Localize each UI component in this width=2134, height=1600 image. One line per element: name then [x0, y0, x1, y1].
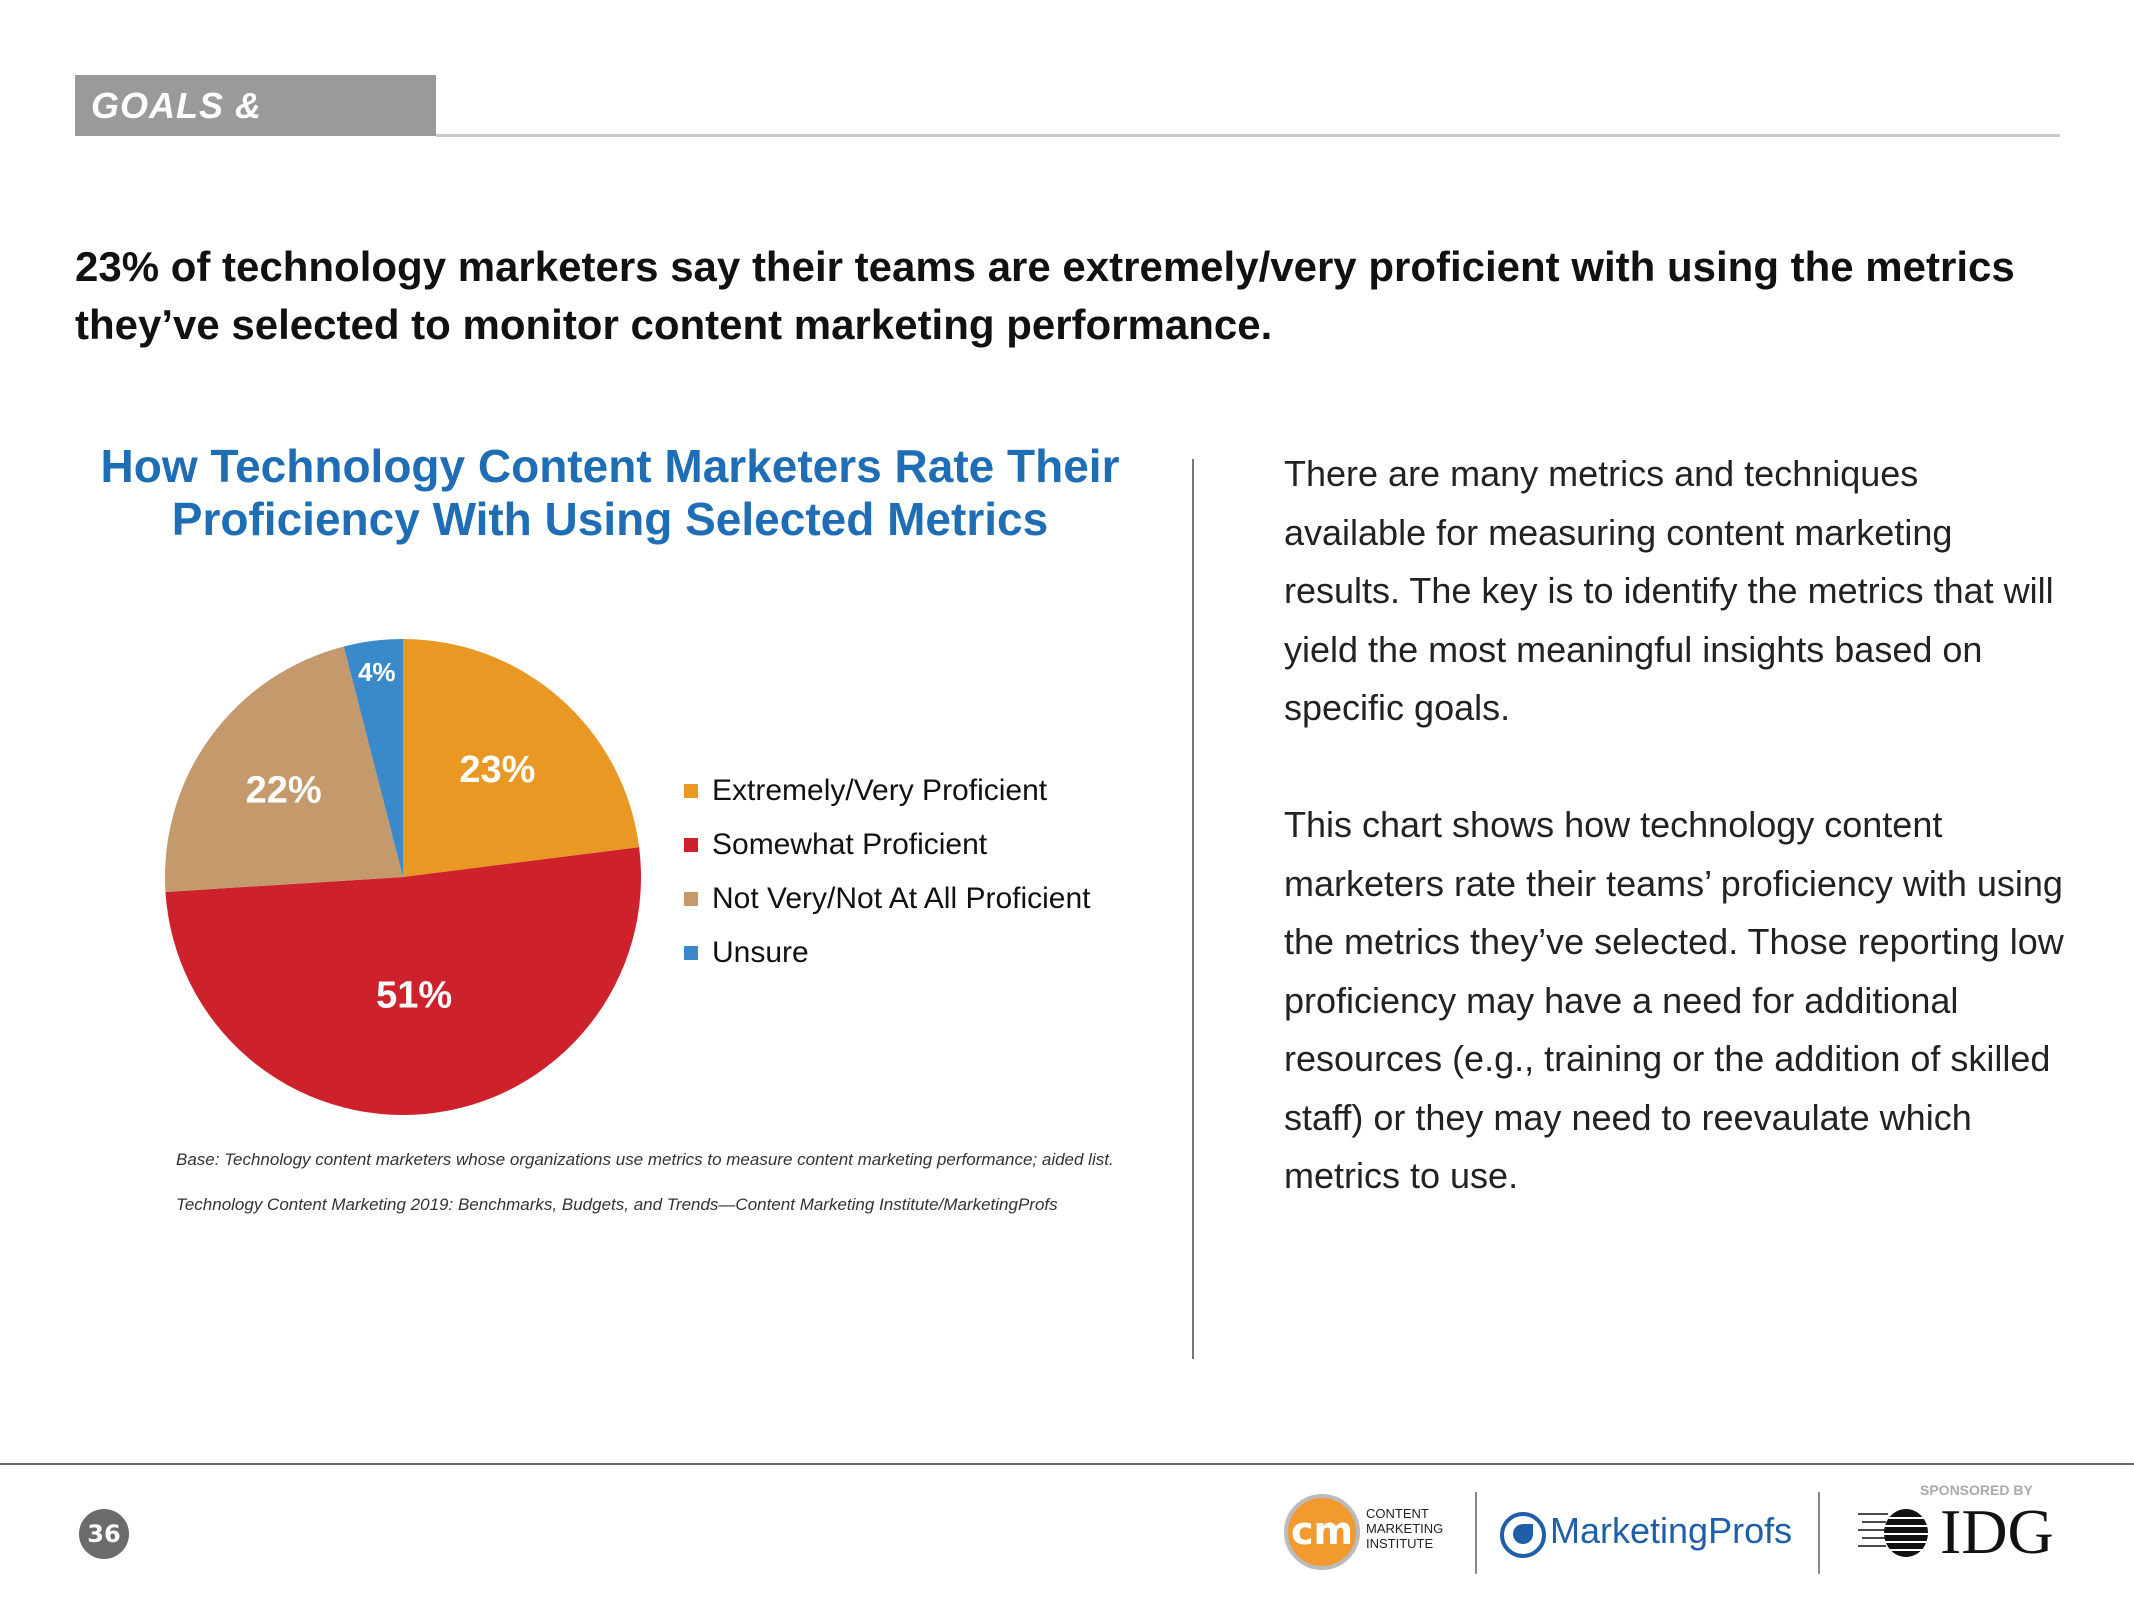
section-tag: GOALS & METRICS [75, 75, 436, 187]
marketingprofs-bird-icon [1500, 1512, 1546, 1558]
idg-globe-icon [1858, 1509, 1933, 1557]
legend-item: Extremely/Very Proficient [684, 771, 1047, 811]
column-divider [1192, 459, 1194, 1359]
pie-slice-2 [165, 646, 403, 892]
cmi-logo-mark: cm [1284, 1494, 1360, 1570]
pie-slice-1 [165, 847, 641, 1115]
header-rule [436, 134, 2060, 137]
legend-item: Unsure [684, 933, 809, 973]
pie-data-label: 51% [376, 974, 452, 1016]
logo-divider [1818, 1492, 1820, 1574]
cmi-logo-text: CONTENT MARKETING INSTITUTE [1366, 1506, 1444, 1551]
pie-data-label: 4% [358, 657, 396, 687]
legend-label: Extremely/Very Proficient [712, 774, 1048, 807]
logo-divider [1475, 1492, 1477, 1574]
page-number: 36 [79, 1509, 129, 1559]
pie-data-label: 22% [246, 769, 322, 811]
pie-data-label: 23% [459, 749, 535, 791]
legend-swatch [684, 946, 698, 960]
body-paragraph-2: This chart shows how technology content … [1284, 804, 2064, 1196]
legend-item: Somewhat Proficient [684, 825, 987, 865]
page-headline: 23% of technology marketers say their te… [75, 243, 2015, 348]
pie-slice-0 [403, 639, 640, 877]
legend-label: Not Very/Not At All Proficient [712, 882, 1091, 915]
body-paragraph-1: There are many metrics and techniques av… [1284, 453, 2054, 728]
legend-item: Not Very/Not At All Proficient [684, 879, 1091, 919]
footnote-source: Technology Content Marketing 2019: Bench… [176, 1195, 1058, 1214]
marketingprofs-logo: MarketingProfs [1550, 1510, 1793, 1551]
legend-swatch [684, 838, 698, 852]
idg-logo: IDG [1940, 1496, 2054, 1567]
legend-swatch [684, 892, 698, 906]
footer-rule [0, 1463, 2134, 1465]
chart-title: How Technology Content Marketers Rate Th… [100, 440, 1120, 545]
footnote-base: Base: Technology content marketers whose… [176, 1150, 1114, 1169]
legend-label: Somewhat Proficient [712, 828, 988, 861]
sponsored-by-label: SPONSORED BY [1920, 1482, 2033, 1498]
pie-chart: 23% 51% 22% 4% [165, 639, 641, 1115]
pie-slice-3 [343, 639, 403, 877]
legend-swatch [684, 784, 698, 798]
legend-label: Unsure [712, 936, 809, 969]
